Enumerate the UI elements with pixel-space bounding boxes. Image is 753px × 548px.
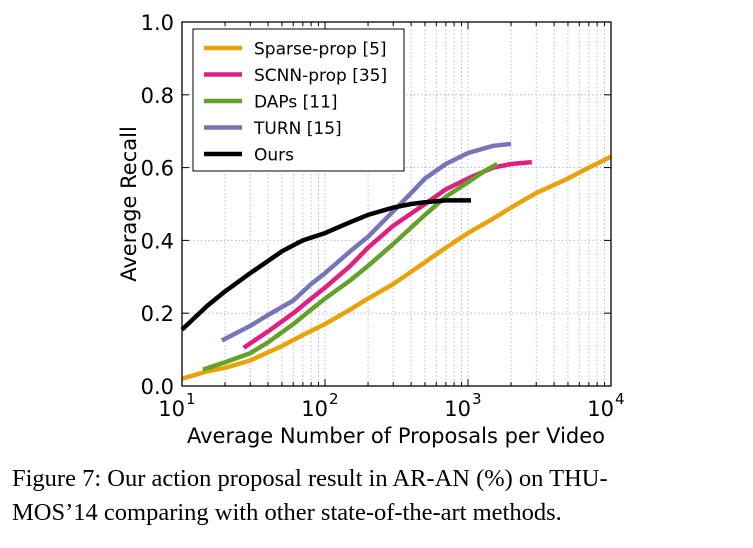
y-tick-label: 0.6 [141, 157, 174, 181]
x-tick-label: 10 2 [301, 390, 338, 421]
y-axis-label: Average Recall [117, 126, 141, 282]
x-tick-label-exponent: 1 [186, 390, 196, 408]
series-lines [180, 141, 612, 381]
x-tick-label-exponent: 2 [329, 390, 339, 408]
legend: Sparse-prop [5] SCNN-prop [35] DAPs [11] TU… [192, 28, 405, 172]
x-tick-label: 10 4 [587, 390, 624, 421]
series-line-2 [202, 162, 499, 372]
legend-label: DAPs [11] [254, 93, 338, 113]
x-tick-label-base: 10 [301, 397, 328, 421]
x-tick-label-exponent: 4 [615, 390, 625, 408]
line-chart: 0.00.20.40.60.81.0 10 1 10 2 10 3 10 4 Average … [117, 11, 625, 448]
y-tick-label: 1.0 [141, 11, 174, 35]
caption-line-2: MOS’14 comparing with other state-of-the… [12, 499, 562, 526]
x-tick-label-base: 10 [444, 397, 471, 421]
legend-label: SCNN-prop [35] [254, 66, 387, 86]
y-tick-label: 0.2 [141, 302, 174, 326]
plot-frame [181, 21, 612, 387]
axis-ticks [181, 21, 612, 387]
x-tick-labels: 10 1 10 2 10 3 10 4 [158, 390, 624, 421]
legend-label: Sparse-prop [5] [254, 40, 387, 60]
figure-caption: Figure 7: Our action proposal result in … [12, 462, 747, 530]
legend-label: TURN [15] [253, 119, 342, 139]
x-tick-label: 10 3 [444, 390, 481, 421]
x-tick-label-exponent: 3 [472, 390, 482, 408]
series-line-3 [220, 141, 512, 343]
y-tick-label: 0.0 [141, 375, 174, 399]
series-line-0 [181, 154, 612, 381]
y-tick-labels: 0.0 0.2 0.4 0.6 0.8 1.0 [141, 11, 174, 399]
x-tick-label-base: 10 [158, 397, 185, 421]
grid [182, 22, 611, 386]
x-tick-label-base: 10 [587, 397, 614, 421]
x-axis-label: Average Number of Proposals per Video [187, 424, 605, 448]
caption-line-1: Figure 7: Our action proposal result in … [12, 465, 608, 492]
series-line-4 [180, 198, 471, 332]
y-tick-label: 0.4 [141, 229, 174, 253]
series-line-1 [242, 159, 533, 350]
y-tick-label: 0.8 [141, 84, 174, 108]
legend-label: Ours [254, 146, 294, 166]
x-tick-label: 10 1 [158, 390, 195, 421]
